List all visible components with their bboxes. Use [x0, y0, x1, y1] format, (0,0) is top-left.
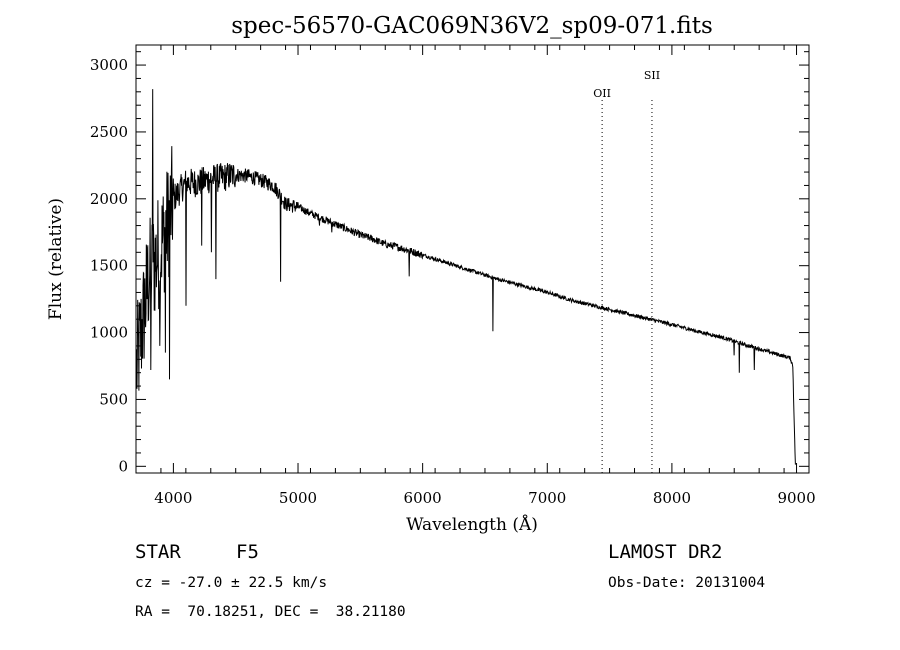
x-axis-label: Wavelength (Å): [406, 514, 538, 535]
x-tick-labels: 4000 5000 6000 7000 8000 9000: [154, 489, 815, 507]
x-tick-label: 4000: [154, 489, 192, 507]
coordinates: RA = 70.18251, DEC = 38.21180: [135, 604, 406, 620]
obs-date: Obs-Date: 20131004: [608, 575, 766, 591]
subclass: F5: [236, 541, 259, 563]
chart-title: spec-56570-GAC069N36V2_sp09-071.fits: [231, 13, 713, 39]
x-tick-label: 7000: [528, 489, 566, 507]
y-tick-label: 0: [118, 457, 128, 475]
spectrum-line: [136, 89, 796, 465]
redshift-text: cz = -27.0 ± 22.5 km/s: [135, 575, 328, 591]
plot-frame: [135, 44, 810, 474]
spectral-line-markers: OII SII: [593, 69, 660, 473]
y-tick-label: 500: [99, 390, 128, 408]
object-class: STAR: [135, 541, 181, 563]
survey-label: LAMOST DR2: [608, 541, 723, 563]
plot-border: [135, 44, 810, 474]
x-tick-label: 5000: [279, 489, 317, 507]
x-tick-label: 6000: [404, 489, 442, 507]
y-tick-label: 1500: [90, 257, 128, 275]
y-tick-label: 3000: [90, 56, 128, 74]
axis-ticks: [135, 45, 810, 473]
spectral-line-label: SII: [644, 69, 660, 82]
x-tick-label: 9000: [777, 489, 815, 507]
y-tick-label: 2000: [90, 190, 128, 208]
y-tick-label: 2500: [90, 123, 128, 141]
spectral-line-label: OII: [593, 87, 611, 100]
y-tick-label: 1000: [90, 324, 128, 342]
x-tick-label: 8000: [653, 489, 691, 507]
spectrum-series: [136, 89, 796, 465]
y-tick-labels: 0 500 1000 1500 2000 2500 3000: [90, 56, 128, 475]
y-axis-label: Flux (relative): [46, 198, 66, 320]
